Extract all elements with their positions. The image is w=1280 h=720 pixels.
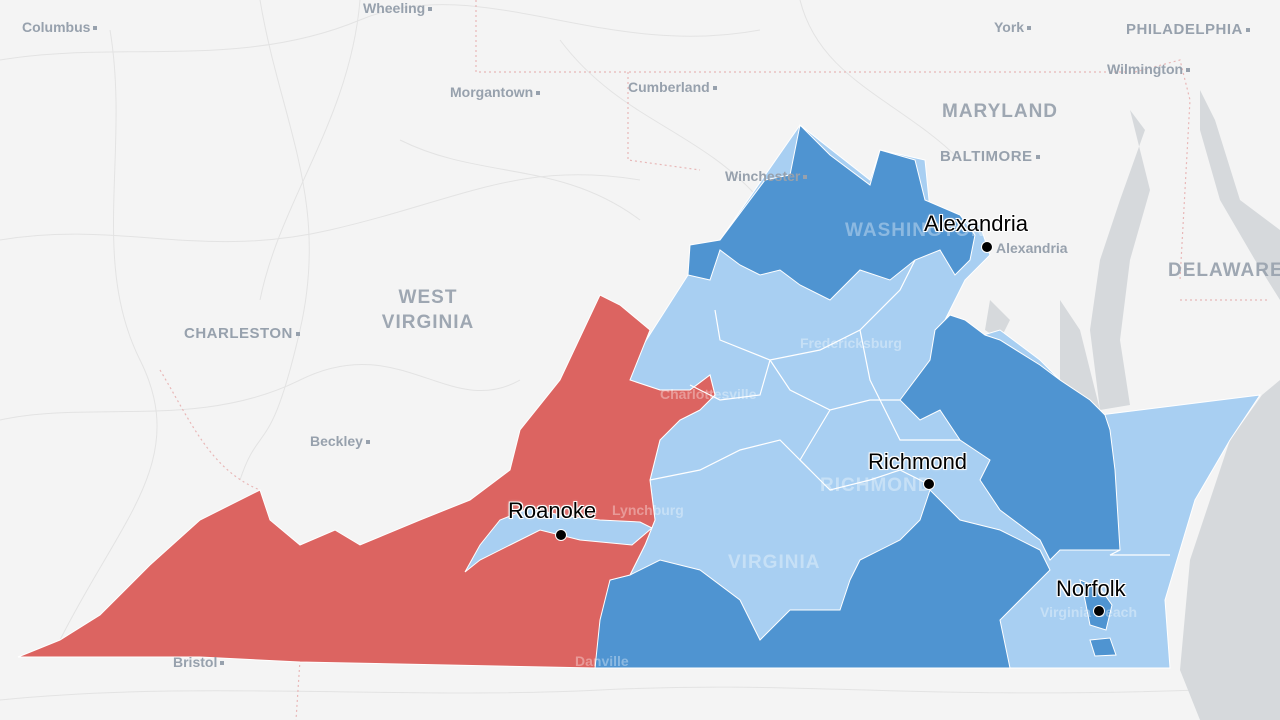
district-norfolk[interactable] [1079,579,1117,657]
basemap-label-columbus: Columbus [22,19,97,35]
obscured-label-charlottesville: Charlottesville [660,386,757,402]
obscured-label-washington: WASHINGTON [845,220,986,241]
basemap-roads [0,0,1201,701]
basemap-label-york: York [994,19,1031,35]
basemap-label-winchester: Winchester [725,168,807,184]
basemap-label-baltimore: BALTIMORE [940,148,1040,165]
city-label-richmond: Richmond [868,449,968,474]
city-label-norfolk: Norfolk [1056,576,1126,601]
congressional-districts [17,123,1262,669]
basemap-label-cumberland: Cumberland [628,79,717,95]
obscured-label-virginia: VIRGINIA [728,552,821,573]
city-label-roanoke: Roanoke [508,498,597,523]
city-marker-alexandria[interactable] [981,241,993,253]
basemap-label-wheeling: Wheeling [363,0,432,16]
obscured-label-virginia-beach: Virginia Beach [1040,604,1138,620]
district-southside[interactable] [594,489,1051,669]
state-label-delaware: DELAWARE [1168,260,1280,281]
state-label-west-virginia: WEST VIRGINIA [381,287,475,333]
district-southwest-republican[interactable] [17,294,716,669]
obscured-label-fredericksburg: Fredericksburg [800,335,902,351]
city-marker-norfolk[interactable] [1093,605,1105,617]
obscured-label-richmond: RICHMOND [820,475,933,496]
basemap-label-alexandria: Alexandria [996,240,1068,256]
district-roanoke-inset[interactable] [464,507,653,573]
water-bodies [985,90,1280,720]
district-boundaries [649,259,1170,556]
obscured-label-lynchburg: Lynchburg [612,502,684,518]
district-northern-virginia[interactable] [687,123,976,301]
state-borders [159,0,1270,720]
district-eastern-shore-peninsula[interactable] [899,314,1121,561]
basemap-label-beckley: Beckley [310,433,370,449]
basemap-label-bristol: Bristol [173,654,224,670]
basemap-label-morgantown: Morgantown [450,84,540,100]
obscured-label-danville: Danville [575,653,629,669]
city-marker-roanoke[interactable] [555,529,567,541]
city-label-alexandria: Alexandria [924,211,1028,236]
basemap-label-charleston: CHARLESTON [184,325,300,342]
state-label-maryland: MARYLAND [942,101,1059,122]
city-marker-richmond[interactable] [923,478,935,490]
basemap-label-philadelphia: PHILADELPHIA [1126,21,1250,38]
basemap-label-wilmington: Wilmington [1107,61,1190,77]
